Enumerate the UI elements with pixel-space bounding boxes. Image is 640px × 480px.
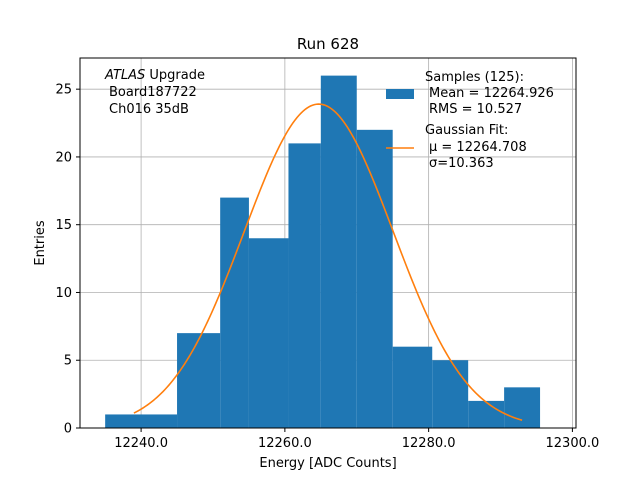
annotation-line-1-rest: Upgrade: [145, 68, 205, 83]
legend-fit-mu: μ = 12264.708: [429, 140, 527, 155]
y-tick-label: 20: [55, 150, 72, 165]
legend-samples-mean: Mean = 12264.926: [429, 86, 554, 101]
annotation-line-1: ATLAS Upgrade: [104, 68, 205, 83]
x-tick-label: 12260.0: [258, 436, 312, 451]
atlas-annotation: ATLAS Upgrade Board187722 Ch016 35dB: [104, 68, 205, 117]
histogram-bar: [288, 143, 321, 428]
histogram-bar: [392, 346, 433, 428]
x-axis-label: Energy [ADC Counts]: [259, 456, 396, 471]
histogram-bars: [105, 75, 541, 429]
histogram-bar: [105, 414, 178, 428]
chart-title: Run 628: [297, 35, 359, 53]
legend-fit-label: Gaussian Fit:: [425, 123, 508, 138]
annotation-line-2: Board187722: [109, 85, 197, 100]
y-axis-label: Entries: [33, 220, 48, 266]
gaussian-fit: [133, 103, 523, 421]
tick-marks: 12240.0 12260.0 12280.0 12300.0 0 5 10 15 20 25: [55, 83, 599, 451]
histogram-bar: [220, 197, 249, 428]
y-tick-label: 25: [55, 83, 72, 98]
y-tick-label: 15: [55, 218, 72, 233]
plot-frame: [79, 57, 577, 429]
fit-curve: [133, 103, 523, 421]
histogram-bar: [504, 387, 541, 428]
x-tick-label: 12280.0: [402, 436, 456, 451]
legend-samples-rms: RMS = 10.527: [429, 102, 522, 117]
legend-samples-label: Samples (125):: [425, 70, 524, 85]
annotation-line-3: Ch016 35dB: [109, 102, 189, 117]
histogram-bar: [468, 400, 505, 428]
y-tick-label: 0: [64, 422, 72, 437]
histogram-bar: [177, 333, 221, 428]
axes-frame: [79, 57, 577, 429]
histogram-bar: [248, 238, 289, 428]
x-tick-label: 12240.0: [114, 436, 168, 451]
x-tick-label: 12300.0: [546, 436, 600, 451]
histogram-bar: [356, 129, 393, 429]
y-tick-label: 10: [55, 286, 72, 301]
annotation-italic: ATLAS: [104, 68, 145, 83]
legend-fit-sigma: σ=10.363: [429, 156, 494, 171]
y-tick-label: 5: [64, 354, 72, 369]
histogram-bar: [432, 360, 469, 428]
legend-bars-swatch: [386, 89, 414, 99]
legend: Samples (125): Mean = 12264.926 RMS = 10…: [386, 70, 554, 171]
histogram-bar: [320, 75, 357, 428]
